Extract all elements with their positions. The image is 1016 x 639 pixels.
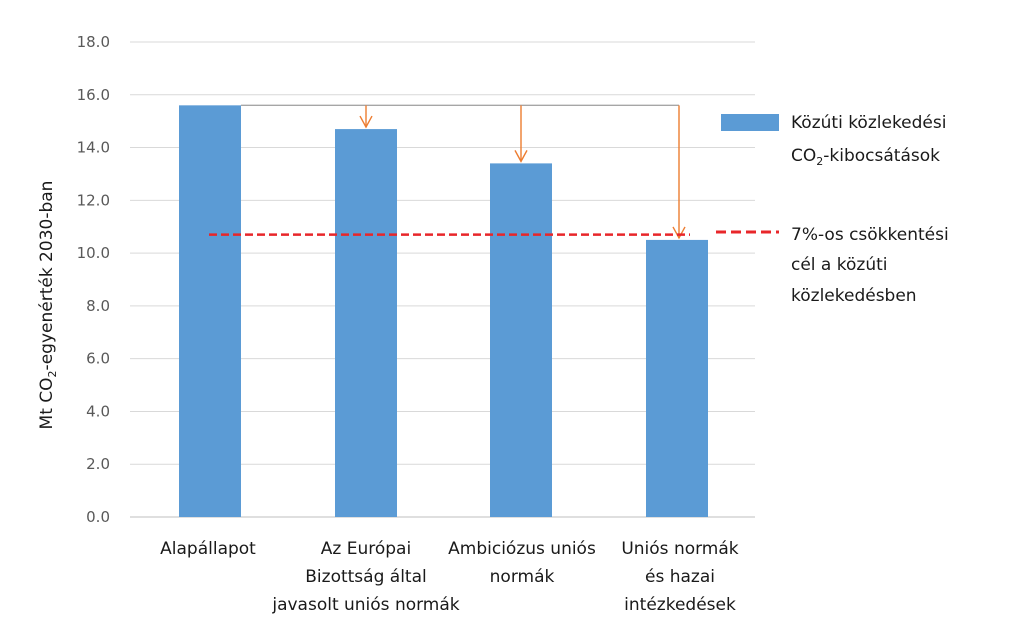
- reduction-arrowhead: [514, 150, 528, 163]
- reduction-arrowhead: [672, 226, 686, 240]
- bars: [179, 105, 708, 518]
- legend-bar-swatch: [721, 114, 779, 131]
- y-tick-label: 4.0: [86, 402, 110, 420]
- legend-target-label-line2: cél a közúti: [791, 255, 887, 275]
- legend-target-label-line1: 7%-os csökkentési: [791, 225, 949, 245]
- category-label: Ambiciózus uniós normák: [448, 539, 596, 587]
- y-axis-label: Mt CO2-egyenérték 2030-ban: [37, 181, 59, 430]
- y-tick-label: 8.0: [86, 297, 110, 315]
- y-tick-label: 12.0: [77, 191, 110, 209]
- legend-bar-label-line1: Közúti közlekedési: [791, 113, 946, 133]
- bar: [335, 129, 397, 518]
- reduction-arrows: [241, 104, 686, 240]
- reduction-arrowhead: [359, 115, 373, 129]
- y-tick-label: 2.0: [86, 455, 110, 473]
- bar: [646, 239, 708, 517]
- y-tick-label: 10.0: [77, 244, 110, 262]
- y-tick-label: 6.0: [86, 350, 110, 368]
- y-tick-label: 0.0: [86, 508, 110, 526]
- legend-bar-label-line2: CO2-kibocsátások: [791, 146, 940, 168]
- bar: [490, 163, 552, 517]
- bar: [179, 105, 241, 517]
- y-tick-labels: 0.0 2.0 4.0 6.0 8.0 10.0 12.0 14.0 16.0 18.0: [77, 33, 110, 526]
- y-tick-label: 16.0: [77, 86, 110, 104]
- category-label: Alapállapot: [160, 539, 256, 559]
- category-labels: Alapállapot Az Európai Bizottság által java…: [160, 539, 739, 615]
- legend-target-label-line3: közlekedésben: [791, 286, 917, 306]
- legend: Közúti közlekedési CO2-kibocsátások 7%-o…: [716, 113, 949, 306]
- y-tick-label: 14.0: [77, 139, 110, 157]
- y-tick-label: 18.0: [77, 33, 110, 51]
- category-label: Uniós normák és hazai intézkedések: [621, 539, 738, 615]
- category-label: Az Európai Bizottság által javasolt uniós …: [271, 539, 459, 615]
